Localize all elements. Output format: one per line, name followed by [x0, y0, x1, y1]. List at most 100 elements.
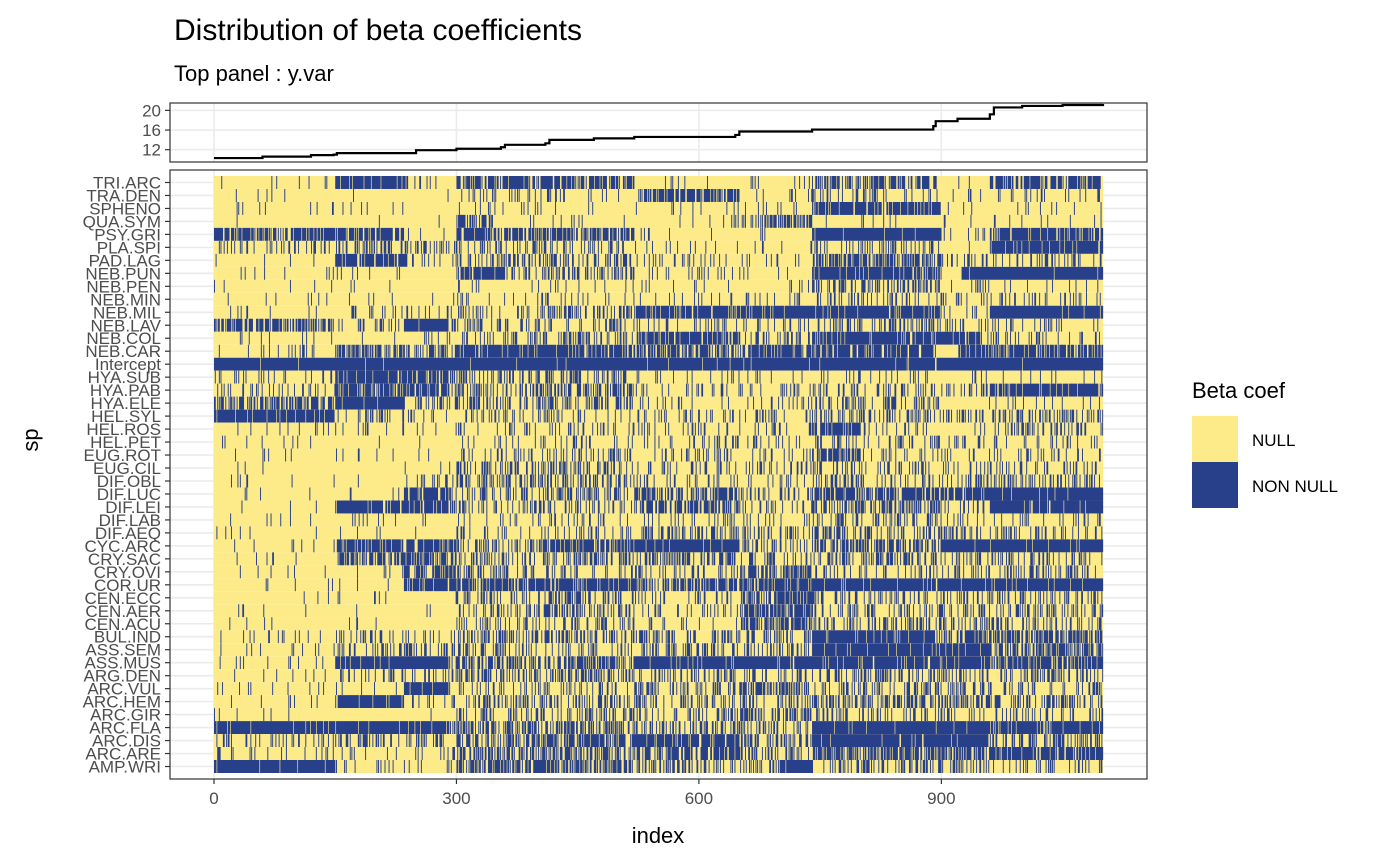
heatmap-row-cen-acu: [214, 617, 1103, 631]
heatmap-row-neb-col: [214, 331, 1103, 345]
non-null-cells: [214, 370, 1103, 384]
heatmap-row-arc-are: [214, 747, 1104, 761]
non-null-cells: [214, 760, 1103, 773]
null-cells: [214, 474, 1103, 488]
species-label: Intercept: [95, 355, 161, 374]
species-label: TRA.DEN: [86, 186, 161, 205]
species-label: ARC.ARE: [85, 745, 161, 764]
heatmap-row-hya-pab: [214, 383, 1104, 397]
heatmap-row-cry-ovi: [214, 565, 1103, 579]
species-label: CRY.SAC: [88, 550, 161, 569]
y-var-line: [214, 103, 1105, 160]
heatmap-row-dif-lab: [214, 513, 1103, 527]
top-y-tick-label: 20: [142, 101, 161, 120]
species-label: NEB.COL: [86, 329, 161, 348]
non-null-cells: [214, 318, 1099, 332]
top-y-tick-label: 16: [142, 121, 161, 140]
species-label: HEL.SYL: [91, 407, 161, 426]
non-null-cells: [214, 227, 1104, 241]
species-label: SPHENO: [89, 199, 161, 218]
species-label: HYA.SUB: [88, 368, 161, 387]
non-null-cells: [217, 383, 1104, 397]
heatmap-row-eug-rot: [214, 448, 1103, 462]
species-label: ARC.HEM: [83, 693, 161, 712]
non-null-cells: [236, 552, 1103, 566]
species-axis: TRI.ARCTRA.DENSPHENOQUA.SYMPSY.GRIPLA.SP…: [83, 173, 170, 777]
x-axis-title: index: [632, 823, 685, 848]
heatmap-row-hya-sub: [214, 370, 1103, 384]
species-label: ARC.DIS: [92, 732, 161, 751]
species-label: CEN.ACU: [84, 615, 161, 634]
species-label: NEB.PEN: [86, 277, 161, 296]
species-label: ARC.GIR: [90, 706, 161, 725]
species-label: AMP.WRI: [89, 758, 161, 777]
heatmap-row-qua-sym: [214, 214, 1103, 228]
x-tick-label: 900: [927, 789, 955, 808]
heatmap-row-arc-vul: [214, 682, 1103, 696]
heatmap-rows: [214, 176, 1104, 773]
null-cells: [214, 279, 1103, 293]
non-null-cells: [218, 344, 1104, 358]
null-cells: [214, 214, 1103, 228]
species-label: EUG.CIL: [93, 459, 161, 478]
heatmap-row-pad-lag: [214, 253, 1103, 267]
species-label: CEN.ECC: [84, 589, 161, 608]
heatmap-row-hya-ele: [214, 396, 1103, 410]
heatmap-row-neb-mil: [214, 305, 1104, 319]
heatmap-row-arc-dis: [214, 734, 1103, 748]
heatmap-row-arc-fla: [214, 721, 1104, 735]
non-null-cells: [217, 682, 1102, 696]
null-cells: [214, 396, 1103, 410]
legend-label-null: NULL: [1252, 431, 1295, 450]
top-panel-background: [170, 103, 1147, 162]
heatmap-row-neb-pen: [214, 279, 1103, 293]
non-null-cells: [230, 695, 1103, 709]
null-cells: [214, 448, 1103, 462]
heatmap-row-intercept: [214, 357, 1104, 371]
heatmap-row-arc-hem: [214, 695, 1103, 709]
non-null-cells: [229, 617, 1102, 631]
chart-subtitle: Top panel : y.var: [174, 61, 334, 86]
heatmap-row-hel-pet: [214, 435, 1103, 449]
heatmap-row-dif-lei: [214, 500, 1104, 514]
legend-swatch-null: [1192, 416, 1238, 462]
non-null-cells: [237, 422, 1104, 436]
heatmap-row-cen-ecc: [214, 591, 1103, 605]
species-label: HEL.PET: [90, 433, 161, 452]
heatmap-row-eug-cil: [214, 461, 1103, 475]
x-axis: 0 300 600 900: [209, 779, 956, 808]
legend: Beta coef NULL NON NULL: [1192, 378, 1338, 508]
species-label: COR.UR: [94, 576, 161, 595]
x-tick-label: 0: [209, 789, 218, 808]
non-null-cells: [217, 747, 1104, 761]
non-null-cells: [239, 565, 1096, 579]
species-label: PLA.SPI: [97, 238, 161, 257]
non-null-cells: [303, 591, 1103, 605]
non-null-cells: [234, 669, 1104, 683]
non-null-cells: [219, 656, 1104, 670]
heatmap-row-hel-ros: [214, 422, 1104, 436]
non-null-cells: [235, 188, 1100, 202]
species-label: HYA.ELE: [90, 394, 161, 413]
non-null-cells: [214, 708, 1104, 722]
heatmap-row-dif-luc: [214, 487, 1104, 501]
heatmap-row-dif-aeq: [214, 526, 1103, 540]
heatmap-row-pla-spi: [214, 240, 1104, 254]
heatmap-panel: TRI.ARCTRA.DENSPHENOQUA.SYMPSY.GRIPLA.SP…: [83, 169, 1148, 808]
species-label: CYC.ARC: [84, 537, 161, 556]
null-cells: [214, 201, 1103, 215]
non-null-cells: [230, 305, 1104, 319]
legend-title: Beta coef: [1192, 378, 1286, 403]
x-tick-label: 600: [685, 789, 713, 808]
species-label: ARG.DEN: [84, 667, 161, 686]
non-null-cells: [241, 500, 1104, 514]
heatmap-row-neb-lav: [214, 318, 1103, 332]
heatmap-row-psy-gri: [214, 227, 1104, 241]
non-null-cells: [214, 396, 1100, 410]
non-null-cells: [218, 240, 1104, 254]
null-cells: [214, 591, 1103, 605]
top-panel-grid: [170, 103, 1147, 162]
species-label: HEL.ROS: [86, 420, 161, 439]
species-label: QUA.SYM: [83, 212, 161, 231]
